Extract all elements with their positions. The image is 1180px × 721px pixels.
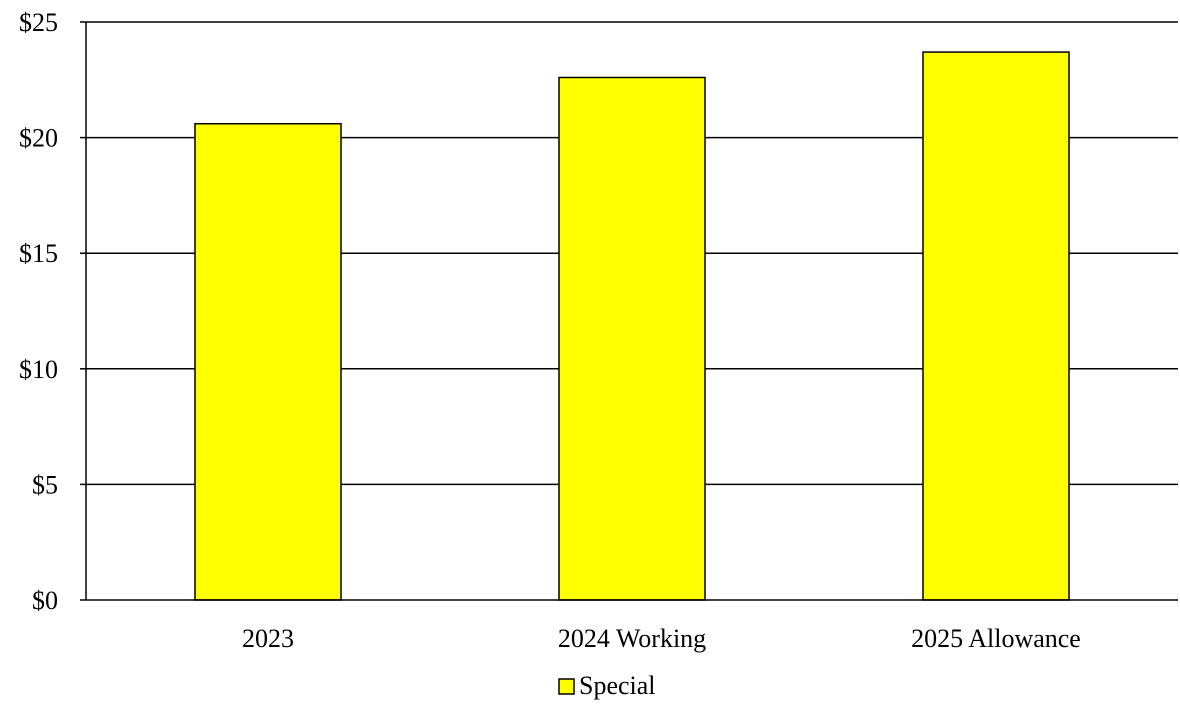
y-tick-label: $15 xyxy=(19,239,58,268)
legend-swatch xyxy=(558,678,575,695)
y-tick-label: $0 xyxy=(32,586,58,615)
bars xyxy=(194,51,1070,601)
legend-label: Special xyxy=(579,671,656,700)
y-tick-label: $10 xyxy=(19,355,58,384)
axes xyxy=(80,21,1178,601)
x-tick-label: 2025 Allowance xyxy=(911,624,1081,653)
bar xyxy=(922,51,1070,601)
y-tick-labels: $0 $5 $10 $15 $20 $25 xyxy=(19,8,58,615)
y-tick-label: $5 xyxy=(32,470,58,499)
bar xyxy=(194,122,342,601)
x-tick-label: 2024 Working xyxy=(558,624,706,653)
x-tick-label: 2023 xyxy=(242,624,294,653)
bar xyxy=(558,76,706,601)
y-tick-label: $20 xyxy=(19,124,58,153)
y-tick-label: $25 xyxy=(19,8,58,37)
legend: Special xyxy=(558,671,656,700)
x-tick-labels: 2023 2024 Working 2025 Allowance xyxy=(242,624,1081,653)
